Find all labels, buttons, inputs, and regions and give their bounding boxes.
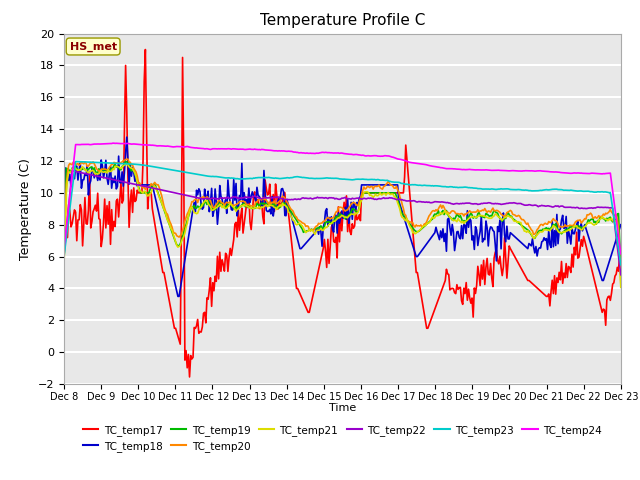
TC_temp22: [68, 168, 76, 174]
X-axis label: Time: Time: [329, 403, 356, 413]
TC_temp20: [567, 222, 575, 228]
TC_temp17: [617, 263, 625, 269]
Line: TC_temp20: TC_temp20: [64, 159, 621, 284]
TC_temp23: [296, 174, 304, 180]
Line: TC_temp19: TC_temp19: [64, 162, 621, 268]
TC_temp17: [141, 47, 149, 52]
TC_temp22: [399, 197, 407, 203]
TC_temp21: [567, 226, 575, 232]
TC_temp19: [122, 159, 129, 165]
TC_temp22: [617, 272, 625, 277]
TC_temp18: [174, 293, 182, 300]
TC_temp22: [373, 197, 381, 203]
TC_temp21: [373, 193, 381, 199]
TC_temp17: [568, 252, 576, 257]
TC_temp21: [617, 285, 625, 290]
Line: TC_temp22: TC_temp22: [64, 171, 621, 275]
TC_temp17: [186, 374, 193, 380]
TC_temp21: [470, 215, 478, 220]
TC_temp19: [399, 212, 407, 218]
TC_temp18: [236, 192, 243, 198]
TC_temp24: [567, 170, 575, 176]
Y-axis label: Temperature (C): Temperature (C): [19, 158, 32, 260]
TC_temp21: [399, 215, 407, 221]
Text: HS_met: HS_met: [70, 41, 116, 52]
TC_temp22: [296, 197, 304, 203]
TC_temp24: [399, 157, 407, 163]
Legend: TC_temp17, TC_temp18, TC_temp19, TC_temp20, TC_temp21, TC_temp22, TC_temp23, TC_: TC_temp17, TC_temp18, TC_temp19, TC_temp…: [79, 420, 606, 456]
TC_temp17: [374, 190, 381, 196]
TC_temp24: [109, 140, 116, 146]
TC_temp24: [234, 146, 242, 152]
TC_temp21: [234, 206, 242, 212]
TC_temp20: [470, 209, 478, 215]
TC_temp20: [617, 281, 625, 287]
TC_temp19: [567, 224, 575, 230]
TC_temp19: [60, 238, 68, 243]
TC_temp23: [470, 185, 478, 191]
Line: TC_temp17: TC_temp17: [64, 49, 621, 377]
TC_temp18: [60, 195, 68, 201]
TC_temp24: [470, 167, 478, 173]
TC_temp19: [470, 214, 478, 219]
TC_temp19: [617, 265, 625, 271]
TC_temp20: [399, 206, 407, 212]
TC_temp22: [234, 195, 242, 201]
Title: Temperature Profile C: Temperature Profile C: [260, 13, 425, 28]
TC_temp18: [298, 246, 305, 252]
Line: TC_temp18: TC_temp18: [64, 137, 621, 296]
TC_temp18: [617, 222, 625, 228]
TC_temp20: [60, 257, 68, 263]
TC_temp19: [373, 190, 381, 196]
Line: TC_temp21: TC_temp21: [64, 164, 621, 288]
TC_temp17: [60, 232, 68, 238]
TC_temp19: [296, 223, 304, 228]
TC_temp17: [472, 290, 479, 296]
TC_temp18: [568, 225, 576, 231]
TC_temp22: [567, 204, 575, 210]
TC_temp17: [236, 228, 243, 233]
TC_temp21: [60, 263, 68, 268]
TC_temp17: [401, 174, 408, 180]
TC_temp18: [123, 134, 131, 140]
TC_temp20: [234, 200, 242, 206]
TC_temp24: [373, 153, 381, 158]
Line: TC_temp24: TC_temp24: [64, 143, 621, 254]
TC_temp20: [124, 156, 132, 162]
TC_temp20: [296, 218, 304, 224]
TC_temp23: [234, 176, 242, 182]
Line: TC_temp23: TC_temp23: [64, 161, 621, 265]
TC_temp23: [567, 187, 575, 193]
TC_temp17: [298, 293, 305, 300]
TC_temp24: [296, 150, 304, 156]
TC_temp24: [617, 251, 625, 257]
TC_temp18: [401, 216, 408, 222]
TC_temp20: [373, 184, 381, 190]
TC_temp22: [470, 201, 478, 206]
TC_temp23: [399, 180, 407, 186]
TC_temp19: [234, 205, 242, 211]
TC_temp22: [60, 252, 68, 258]
TC_temp18: [472, 224, 479, 229]
TC_temp23: [617, 262, 625, 268]
TC_temp21: [123, 161, 131, 167]
TC_temp24: [60, 246, 68, 252]
TC_temp21: [296, 221, 304, 227]
TC_temp18: [374, 182, 381, 188]
TC_temp23: [373, 177, 381, 183]
TC_temp23: [72, 158, 79, 164]
TC_temp23: [60, 254, 68, 260]
